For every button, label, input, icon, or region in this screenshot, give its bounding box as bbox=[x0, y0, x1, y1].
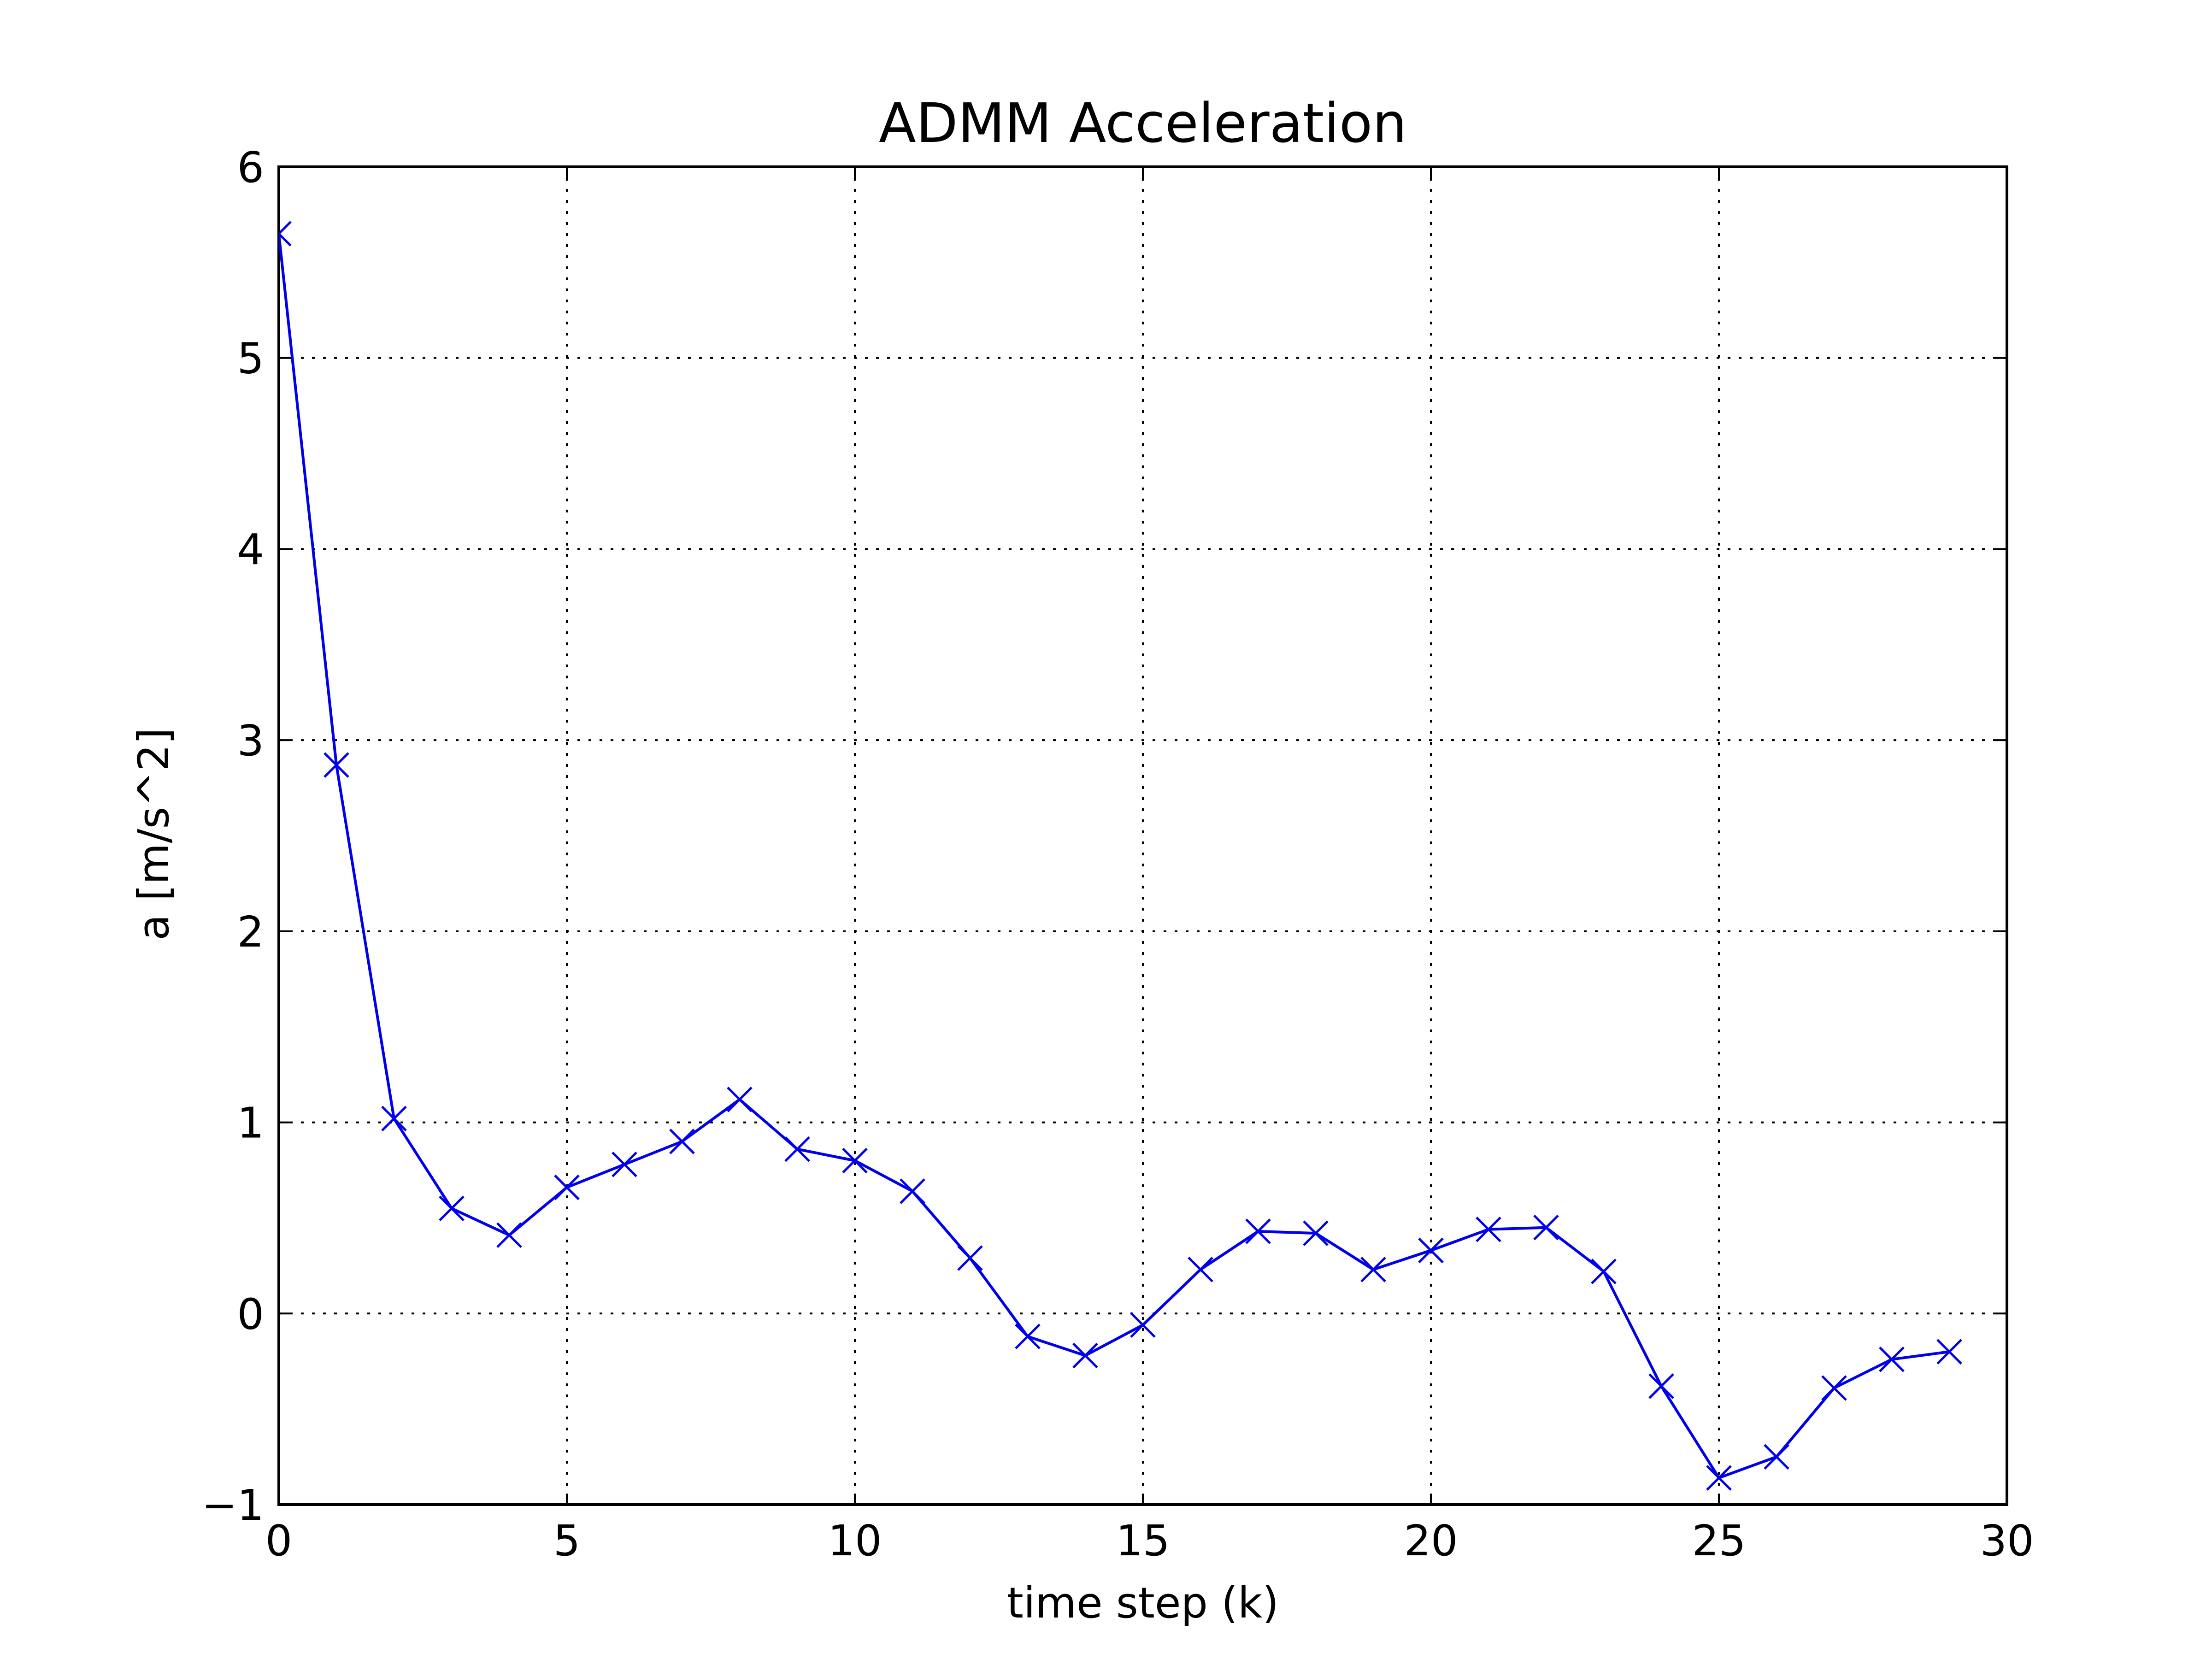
x-tick-label: 15 bbox=[1116, 1516, 1170, 1565]
data-point-marker bbox=[957, 1245, 983, 1271]
grid bbox=[279, 167, 2007, 1505]
data-point-marker bbox=[1476, 1217, 1501, 1242]
data-point-marker bbox=[1764, 1444, 1789, 1470]
y-tick-label: 2 bbox=[237, 907, 264, 957]
y-axis-label: a [m/s^2] bbox=[129, 728, 178, 941]
y-tick-label: 6 bbox=[237, 143, 264, 192]
data-point-marker bbox=[1821, 1375, 1847, 1401]
data-point-marker bbox=[1130, 1312, 1156, 1338]
series-layer bbox=[279, 221, 1962, 1491]
data-point-marker bbox=[1879, 1347, 1905, 1372]
data-point-marker bbox=[1015, 1324, 1041, 1349]
data-point-marker bbox=[1418, 1237, 1444, 1264]
y-tick-label: 0 bbox=[237, 1289, 264, 1339]
data-point-marker bbox=[1591, 1259, 1617, 1284]
data-point-marker bbox=[612, 1152, 637, 1177]
y-tick-label: 4 bbox=[237, 525, 264, 574]
data-point-marker bbox=[439, 1195, 465, 1221]
data-point-marker bbox=[784, 1136, 810, 1162]
x-tick-label: 0 bbox=[265, 1516, 293, 1565]
data-point-marker bbox=[669, 1129, 695, 1154]
series-group bbox=[279, 221, 1962, 1491]
data-point-marker bbox=[1188, 1257, 1213, 1282]
x-tick-label: 30 bbox=[1980, 1516, 2034, 1565]
x-tick-label: 10 bbox=[828, 1516, 882, 1565]
data-point-marker bbox=[1360, 1257, 1386, 1282]
data-point-marker bbox=[496, 1222, 522, 1248]
y-tick-label: −1 bbox=[201, 1481, 264, 1530]
data-point-marker bbox=[1303, 1220, 1329, 1246]
data-point-marker bbox=[1072, 1342, 1098, 1369]
data-point-marker bbox=[842, 1147, 868, 1174]
x-axis-label: time step (k) bbox=[1007, 1578, 1279, 1628]
data-point-marker bbox=[900, 1178, 925, 1204]
data-point-marker bbox=[1648, 1373, 1674, 1399]
data-point-marker bbox=[279, 221, 292, 247]
x-tick-label: 20 bbox=[1404, 1516, 1458, 1565]
data-point-marker bbox=[324, 752, 349, 778]
x-tick-label: 25 bbox=[1692, 1516, 1746, 1565]
data-point-marker bbox=[727, 1087, 753, 1112]
y-tick-label: 1 bbox=[237, 1099, 264, 1148]
data-point-marker bbox=[1936, 1339, 1962, 1365]
data-point-marker bbox=[554, 1174, 580, 1200]
x-tick-label: 5 bbox=[553, 1516, 581, 1565]
chart-title: ADMM Acceleration bbox=[879, 91, 1407, 155]
data-point-marker bbox=[1533, 1214, 1559, 1241]
y-tick-label: 3 bbox=[237, 716, 264, 765]
data-point-marker bbox=[1706, 1465, 1732, 1491]
data-point-marker bbox=[381, 1106, 407, 1132]
data-point-marker bbox=[1245, 1218, 1271, 1244]
plot-frame bbox=[277, 165, 2008, 1506]
y-tick-label: 5 bbox=[237, 334, 264, 383]
